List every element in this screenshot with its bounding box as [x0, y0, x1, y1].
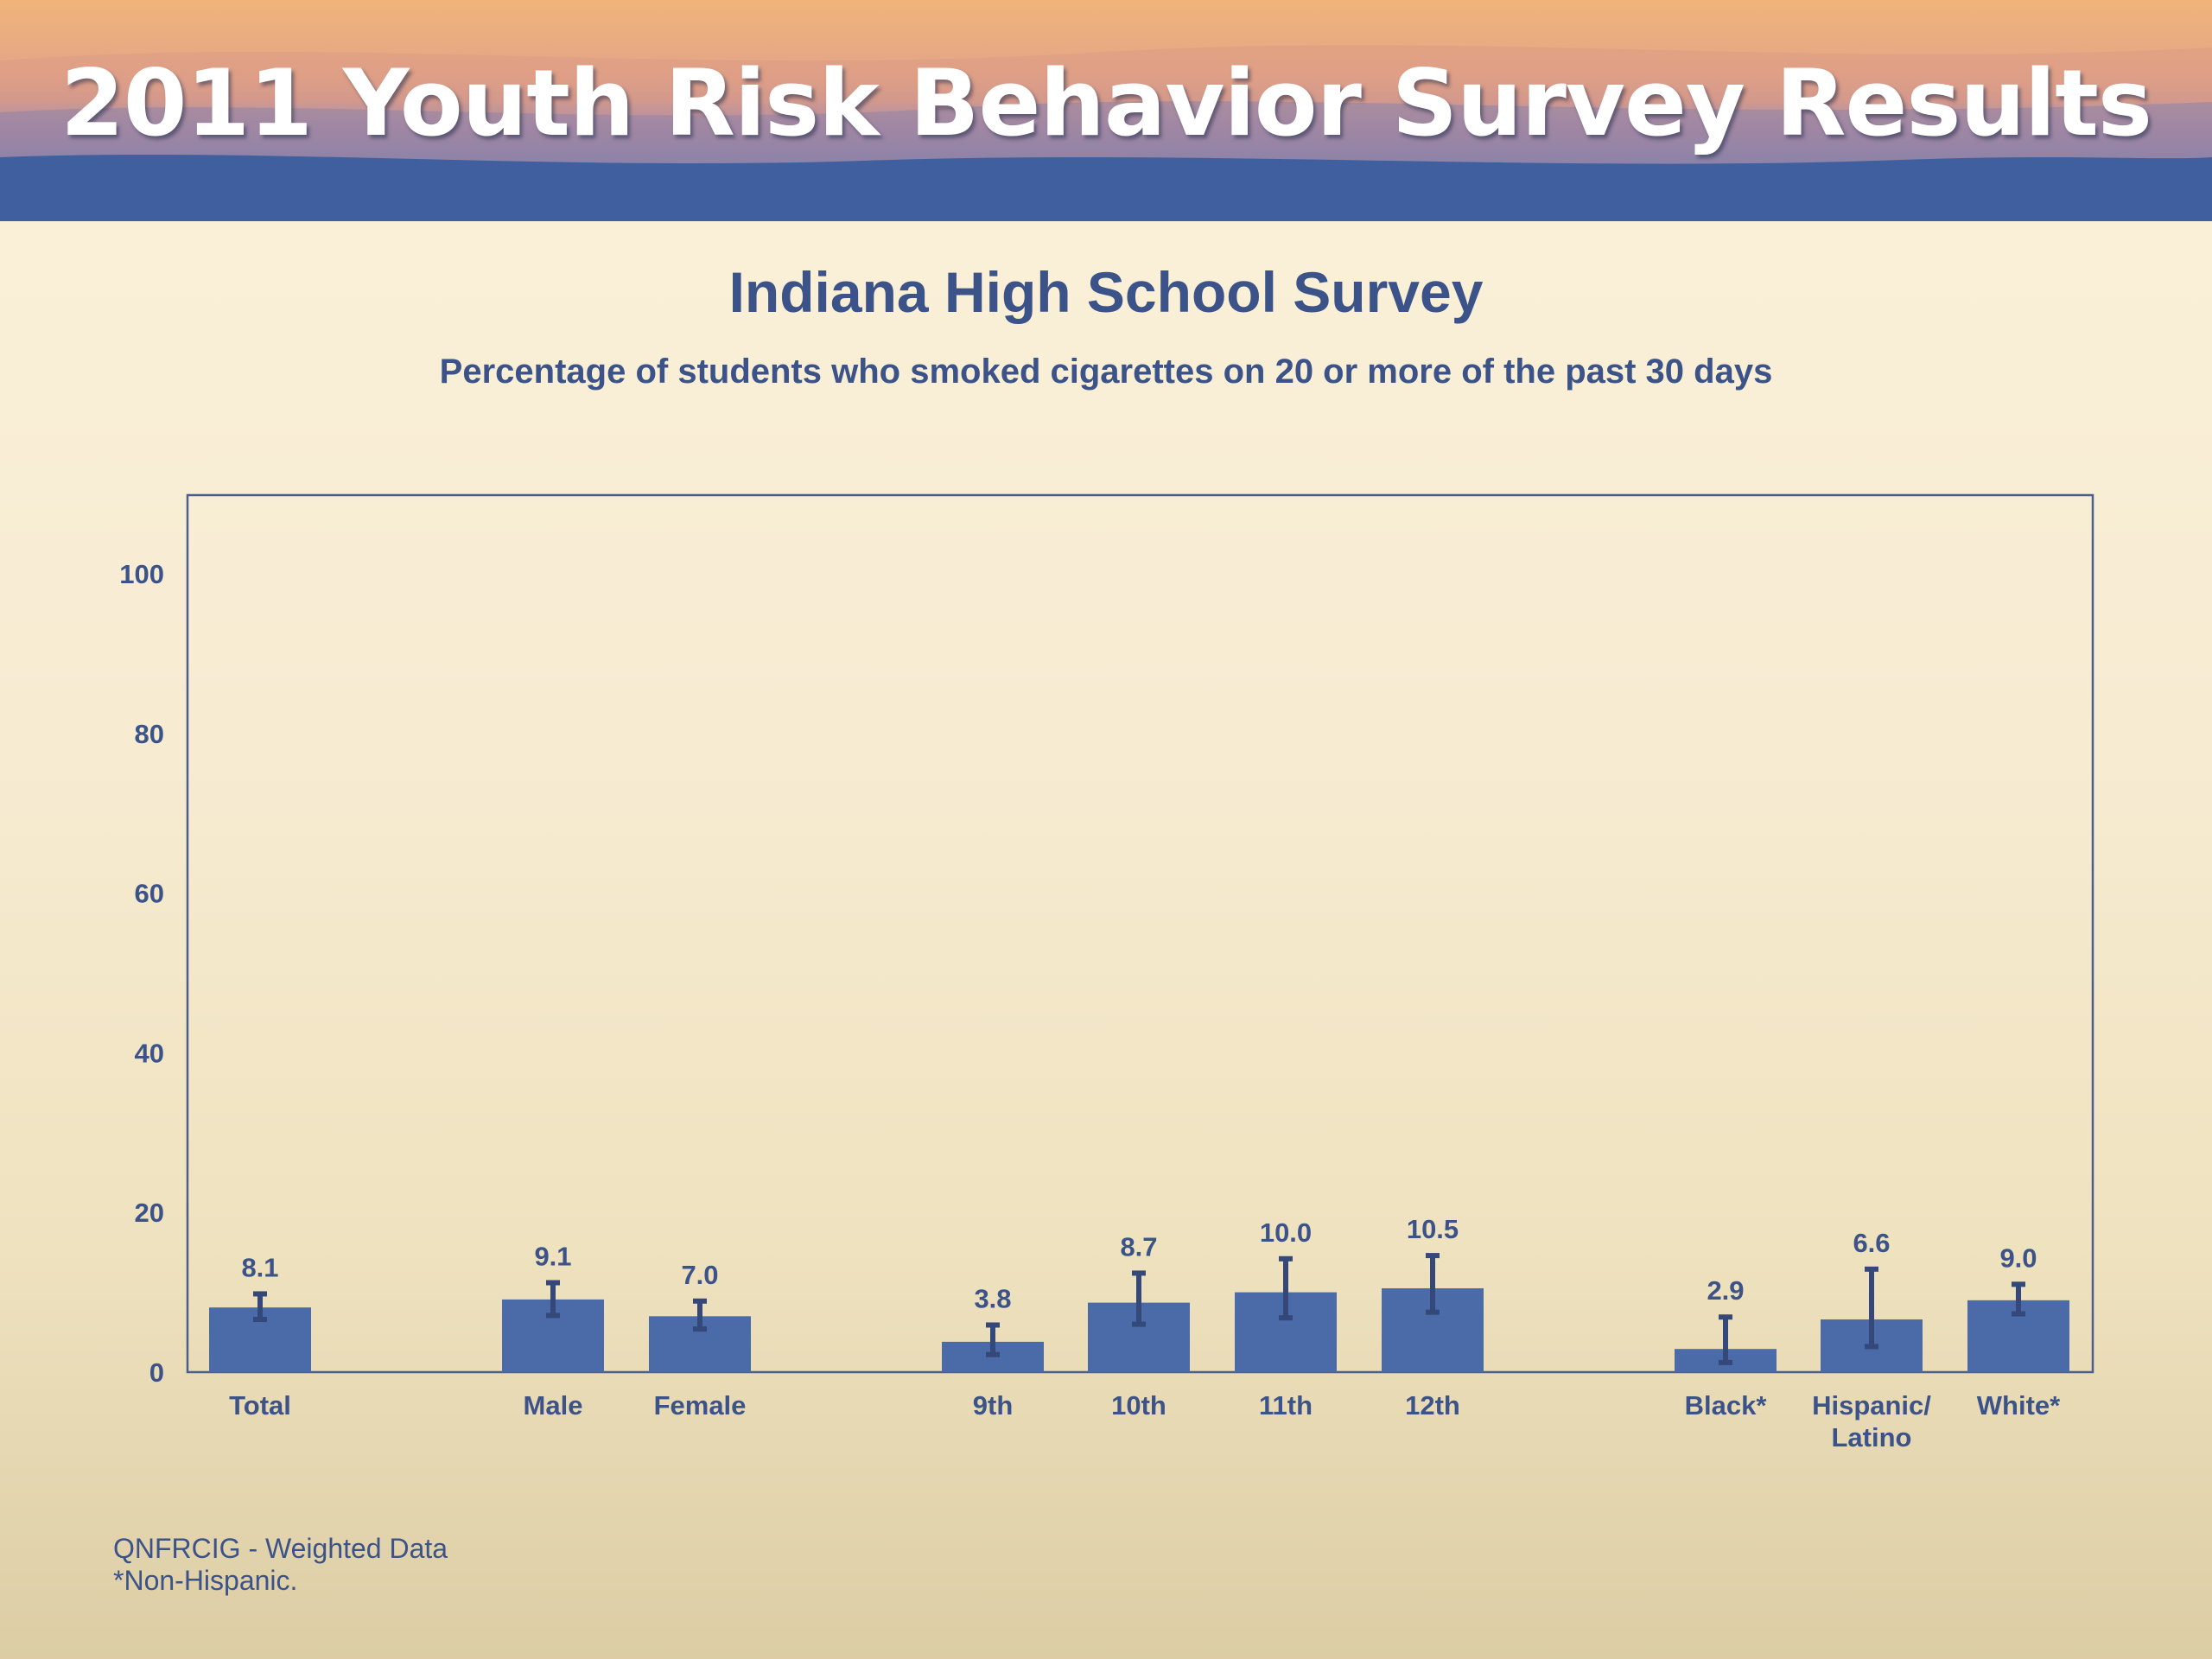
- y-tick-label: 60: [135, 879, 164, 909]
- data-label: 9.1: [534, 1242, 571, 1272]
- chart-title: Indiana High School Survey: [728, 260, 1484, 324]
- banner-title: 2011 Youth Risk Behavior Survey Results: [60, 50, 2152, 156]
- y-tick-label: 100: [119, 559, 164, 589]
- data-label: 6.6: [1853, 1228, 1890, 1258]
- data-label: 9.0: [1999, 1243, 2037, 1273]
- data-label: 10.0: [1260, 1217, 1312, 1248]
- y-tick-label: 0: [149, 1357, 164, 1388]
- x-tick-label: 11th: [1259, 1390, 1313, 1421]
- x-tick-label: Male: [524, 1390, 583, 1421]
- x-tick-label: Total: [229, 1390, 291, 1421]
- data-label: 3.8: [974, 1283, 1011, 1313]
- y-tick-label: 40: [135, 1038, 164, 1068]
- data-label: 10.5: [1407, 1214, 1459, 1244]
- x-tick-label: 10th: [1111, 1390, 1166, 1421]
- data-label: 2.9: [1707, 1275, 1744, 1306]
- x-tick-label: 12th: [1405, 1390, 1460, 1421]
- x-tick-label: 9th: [973, 1390, 1014, 1421]
- chart-subtitle: Percentage of students who smoked cigare…: [439, 353, 1773, 391]
- header-banner: 2011 Youth Risk Behavior Survey Results: [0, 0, 2212, 221]
- data-label: 8.7: [1120, 1231, 1157, 1262]
- x-tick-label: White*: [1977, 1390, 2061, 1421]
- footnotes: QNFRCIG - Weighted Data *Non-Hispanic.: [113, 1533, 448, 1597]
- y-tick-label: 80: [135, 719, 164, 749]
- footnote-data-source: QNFRCIG - Weighted Data: [113, 1533, 448, 1564]
- data-label: 8.1: [241, 1252, 278, 1282]
- x-tick-label: Female: [654, 1390, 747, 1421]
- x-tick-label: Hispanic/: [1812, 1390, 1931, 1421]
- x-tick-label: Latino: [1832, 1422, 1912, 1452]
- banner-landscape-graphic: [0, 0, 2212, 221]
- x-tick-label: Black*: [1685, 1390, 1768, 1421]
- data-label: 7.0: [681, 1260, 718, 1290]
- y-tick-label: 20: [135, 1198, 164, 1228]
- footnote-non-hispanic: *Non-Hispanic.: [113, 1565, 298, 1596]
